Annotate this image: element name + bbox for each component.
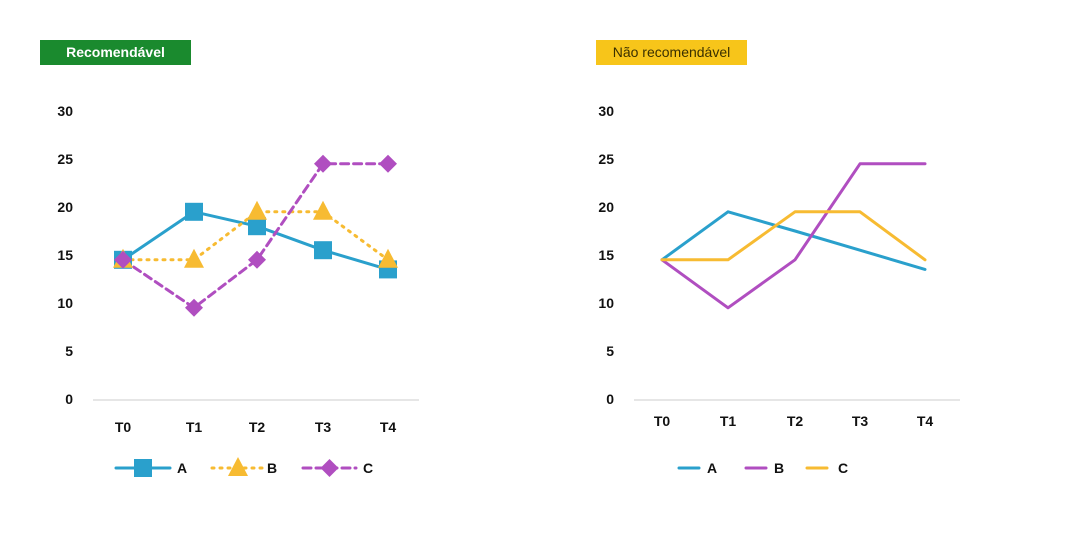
chart0-xtick-label: T4 bbox=[380, 419, 397, 435]
chart0-xtick-label: T0 bbox=[115, 419, 132, 435]
chart0-series-C-point bbox=[185, 298, 203, 317]
chart1-ytick-label: 30 bbox=[598, 103, 614, 119]
chart0-xtick-label: T1 bbox=[186, 419, 203, 435]
chart0-series-B-point bbox=[313, 200, 333, 220]
chart1-xtick-label: T3 bbox=[852, 413, 869, 429]
chart0-series-B-line bbox=[121, 210, 390, 262]
chart1-xtick-label: T4 bbox=[917, 413, 934, 429]
chart0-series-A-point bbox=[185, 202, 203, 221]
chart0-legend-B-marker bbox=[228, 457, 248, 476]
chart1-ytick-label: 5 bbox=[606, 343, 614, 359]
chart0-series-A-point bbox=[314, 241, 332, 260]
chart0-legend-B-label: B bbox=[267, 460, 277, 476]
chart-title-nao-recomendavel: Não recomendável bbox=[596, 40, 747, 65]
chart0-series-B-point bbox=[247, 200, 267, 220]
chart0-legend-C-marker bbox=[320, 459, 339, 477]
chart1-ytick-label: 10 bbox=[598, 295, 614, 311]
chart0-series-C-point bbox=[114, 250, 132, 269]
chart0-legend-C-label: C bbox=[363, 460, 373, 476]
chart0-series-B-point bbox=[184, 248, 204, 268]
chart1-legend-A-label: A bbox=[707, 460, 717, 476]
chart1-series-B-line bbox=[660, 162, 927, 310]
chart1-series-A-line bbox=[660, 210, 927, 271]
chart1-xtick-label: T0 bbox=[654, 413, 671, 429]
chart-title-recomendavel: Recomendável bbox=[40, 40, 191, 65]
chart0-ytick-label: 30 bbox=[57, 103, 73, 119]
chart0-series-C-point bbox=[379, 154, 397, 173]
chart0-series-C-point bbox=[248, 250, 266, 269]
chart0-xtick-label: T3 bbox=[315, 419, 332, 435]
chart1-legend-C-label: C bbox=[838, 460, 848, 476]
chart0-ytick-label: 10 bbox=[57, 295, 73, 311]
chart1-ytick-label: 25 bbox=[598, 151, 614, 167]
chart0-ytick-label: 5 bbox=[65, 343, 73, 359]
chart0-series-C-point bbox=[314, 154, 332, 173]
chart0-ytick-label: 15 bbox=[57, 247, 73, 263]
chart0-series-C-line bbox=[121, 162, 390, 310]
chart1-series-C-line bbox=[660, 210, 927, 262]
chart0-ytick-label: 0 bbox=[65, 391, 73, 407]
chart0-legend-A-marker bbox=[134, 459, 152, 477]
chart0-legend-A-label: A bbox=[177, 460, 187, 476]
chart0-ytick-label: 20 bbox=[57, 199, 73, 215]
chart1-xtick-label: T2 bbox=[787, 413, 804, 429]
chart0-xtick-label: T2 bbox=[249, 419, 266, 435]
chart1-ytick-label: 0 bbox=[606, 391, 614, 407]
chart0-ytick-label: 25 bbox=[57, 151, 73, 167]
chart1-legend-B-label: B bbox=[774, 460, 784, 476]
chart0-series-A-point bbox=[248, 217, 266, 236]
chart1-ytick-label: 15 bbox=[598, 247, 614, 263]
chart1-xtick-label: T1 bbox=[720, 413, 737, 429]
chart1-ytick-label: 20 bbox=[598, 199, 614, 215]
chart0-series-B-point bbox=[378, 248, 398, 268]
